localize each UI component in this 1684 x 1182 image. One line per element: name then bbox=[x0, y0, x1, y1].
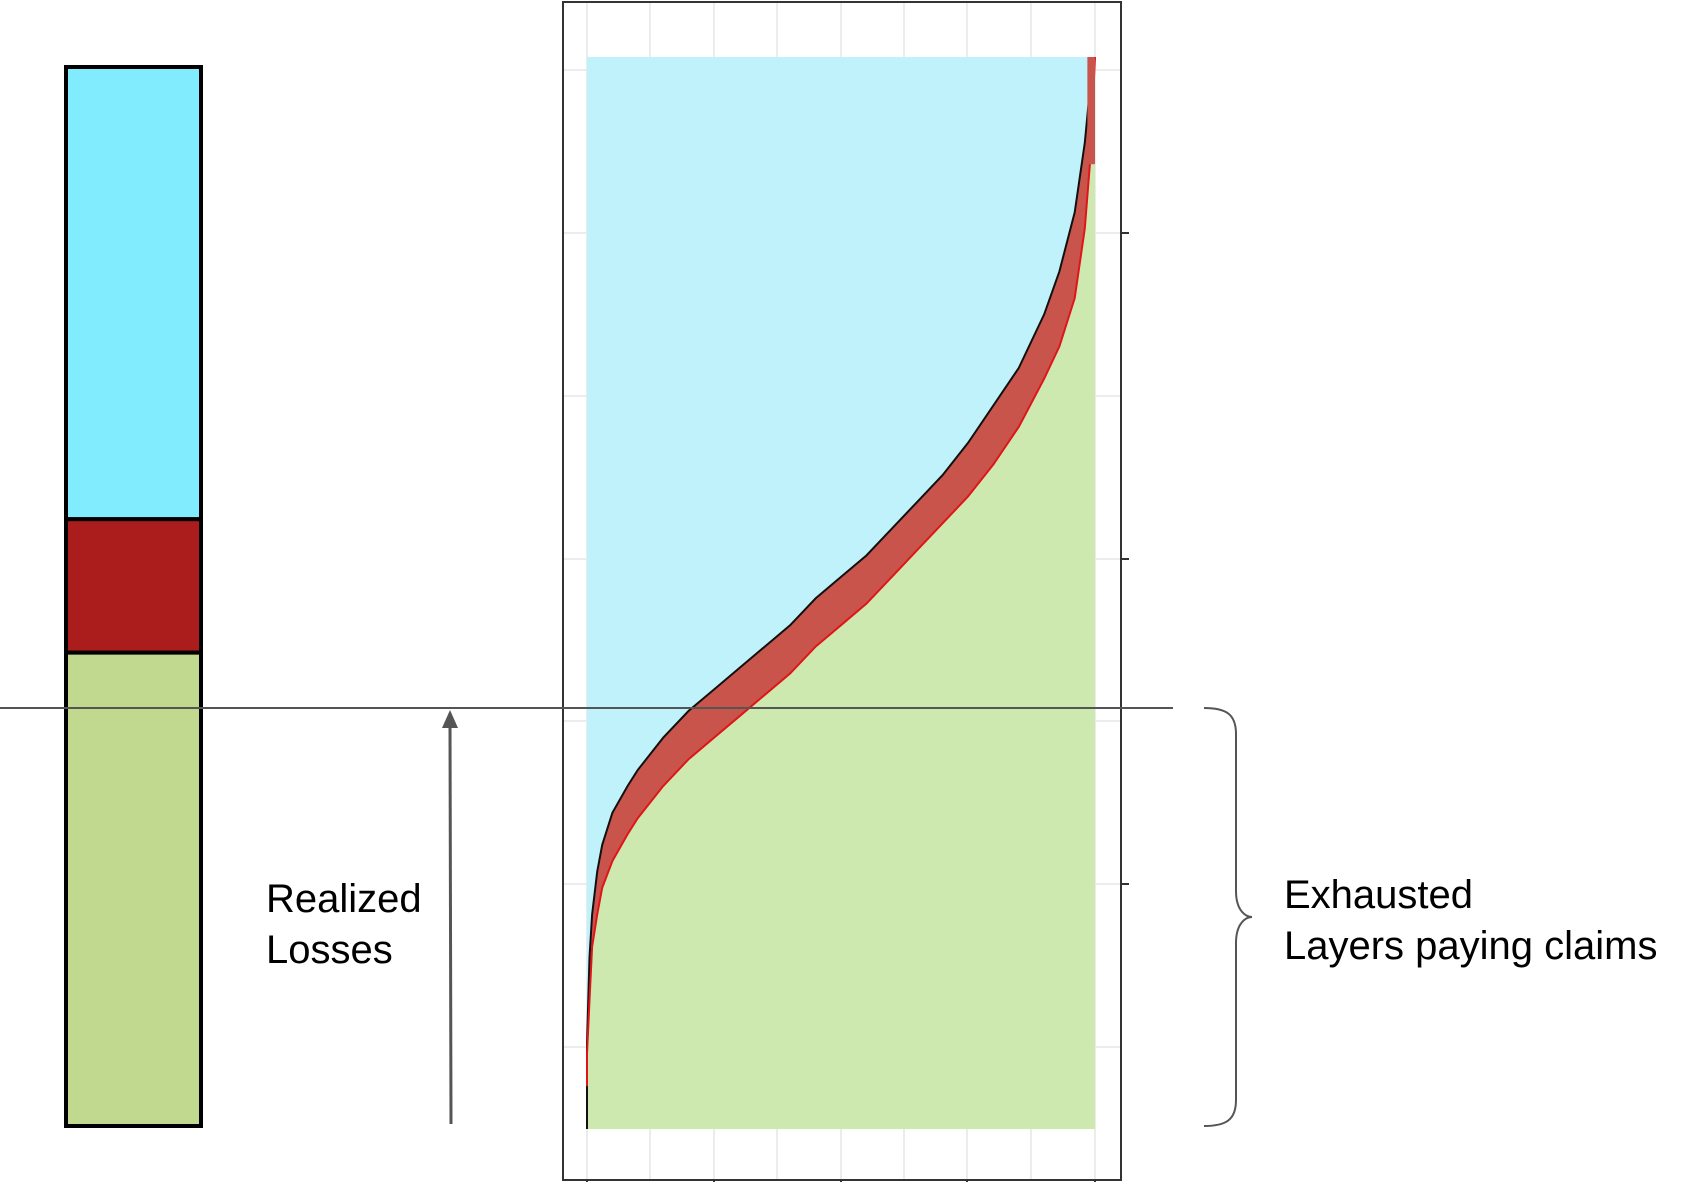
chart-lower-boundary-line bbox=[586, 56, 1096, 1087]
realized-losses-arrow bbox=[442, 710, 458, 1125]
chart-upper-boundary-line bbox=[586, 56, 1096, 1129]
realized-losses-label: Realized Losses bbox=[266, 874, 422, 976]
realized-label-line2: Losses bbox=[266, 928, 393, 972]
chart-area-green-layer bbox=[587, 57, 1095, 1129]
exhausted-label-line2: Layers paying claims bbox=[1284, 924, 1658, 968]
exhausted-label-line1: Exhausted bbox=[1284, 873, 1474, 917]
curly-brace-icon bbox=[1203, 707, 1253, 1127]
arrow-head-icon bbox=[442, 710, 458, 728]
realized-label-line1: Realized bbox=[266, 877, 422, 921]
chart-frame bbox=[562, 1, 1122, 1181]
layer-upper-blue bbox=[64, 65, 203, 522]
layer-middle-red bbox=[64, 517, 203, 655]
layer-lower-green bbox=[64, 650, 203, 1128]
arrow-shaft bbox=[448, 725, 453, 1125]
exhausted-layers-label: Exhausted Layers paying claims bbox=[1284, 870, 1658, 972]
area-chart bbox=[562, 1, 1129, 1182]
layer-stack bbox=[64, 65, 203, 1128]
chart-right-edge-band bbox=[1087, 57, 1095, 165]
